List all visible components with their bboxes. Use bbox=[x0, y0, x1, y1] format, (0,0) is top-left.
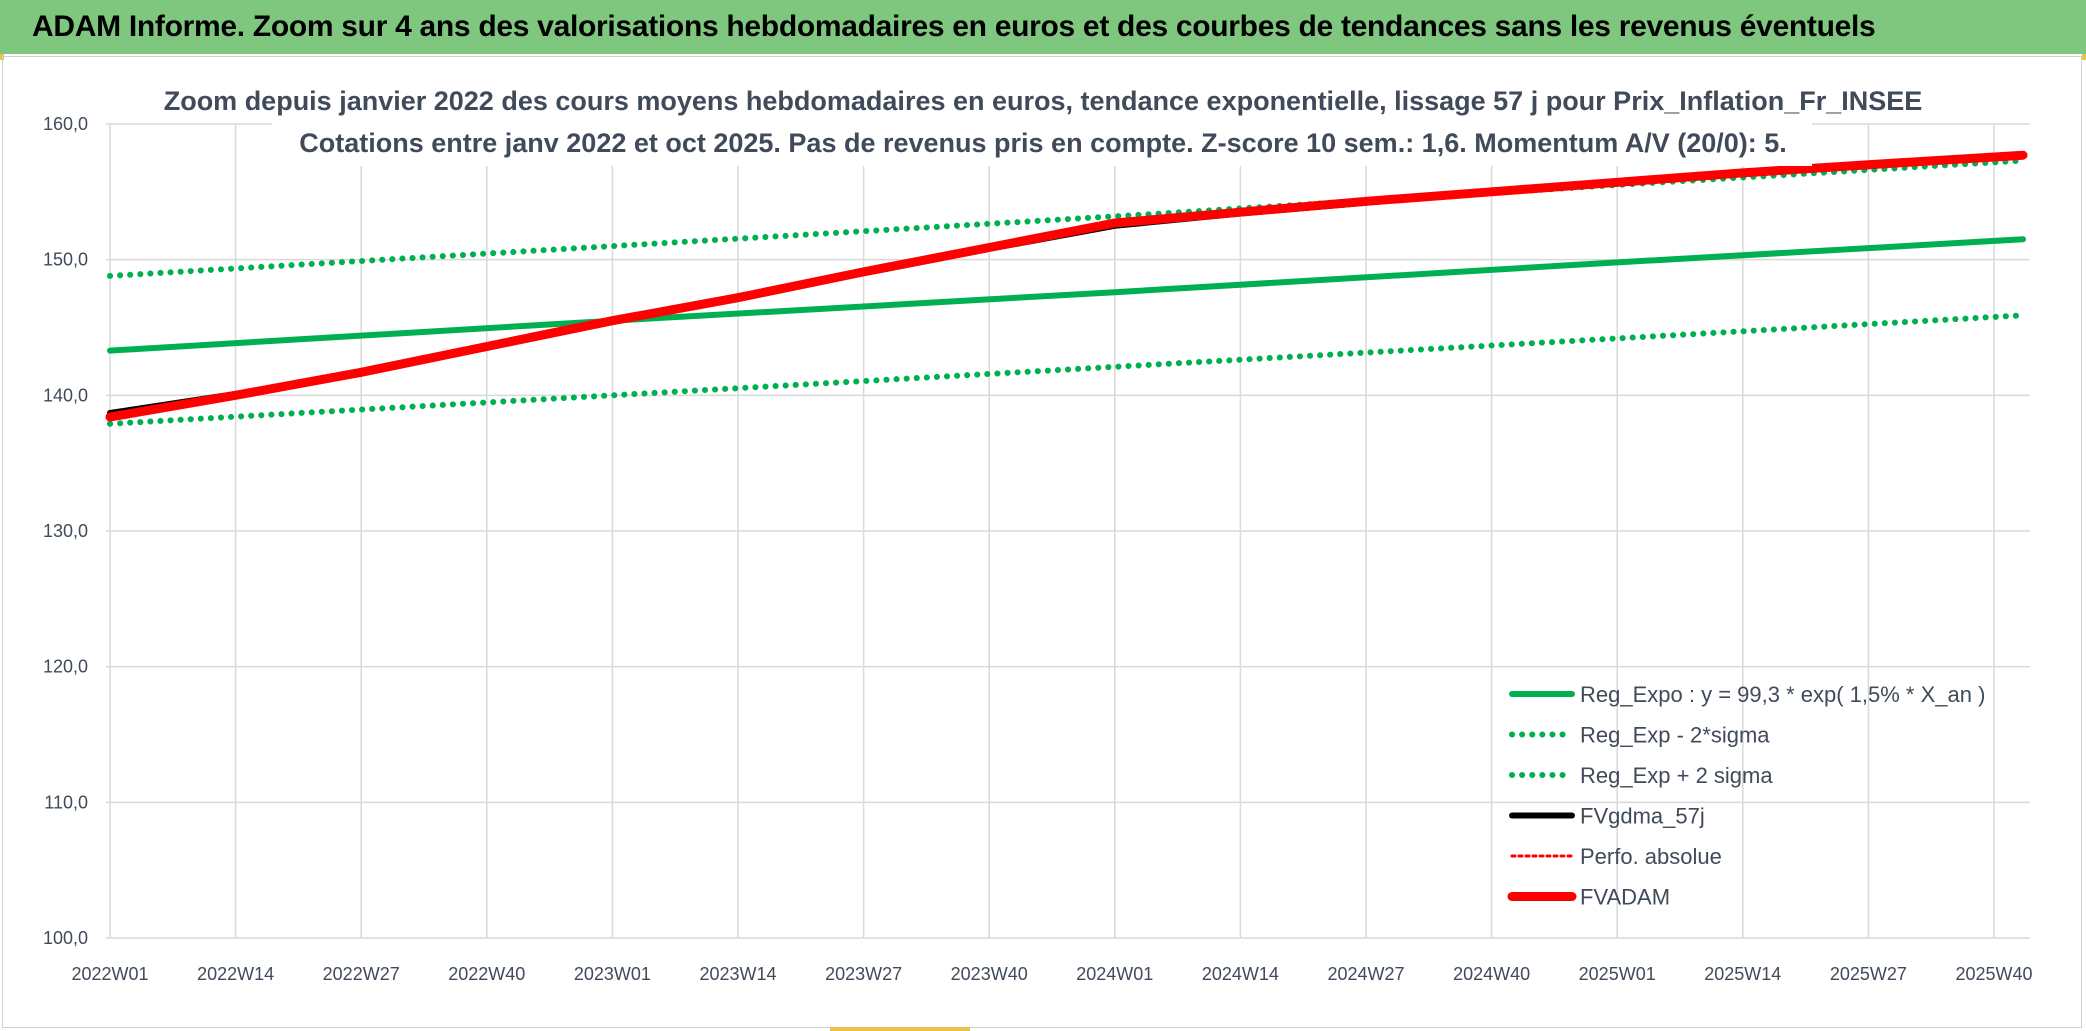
legend-label: Reg_Exp + 2 sigma bbox=[1580, 763, 1773, 788]
x-tick-label: 2025W01 bbox=[1579, 964, 1656, 984]
chart-titles: Zoom depuis janvier 2022 des cours moyen… bbox=[164, 74, 1923, 166]
y-tick-label: 160,0 bbox=[43, 114, 88, 134]
report-banner: ADAM Informe. Zoom sur 4 ans des valoris… bbox=[0, 0, 2086, 54]
legend-label: FVgdma_57j bbox=[1580, 804, 1705, 829]
x-tick-label: 2024W27 bbox=[1327, 964, 1404, 984]
report-title: ADAM Informe. Zoom sur 4 ans des valoris… bbox=[32, 10, 1876, 43]
series-line bbox=[107, 312, 2026, 427]
x-tick-label: 2023W40 bbox=[951, 964, 1028, 984]
grid-lines bbox=[106, 123, 2030, 939]
x-tick-label: 2025W14 bbox=[1704, 964, 1781, 984]
y-tick-label: 110,0 bbox=[44, 792, 88, 812]
x-axis-ticks: 2022W01 2022W14 2022W27 2022W40 2023W01 2023W… bbox=[71, 964, 2032, 984]
x-tick-label: 2024W14 bbox=[1202, 964, 1279, 984]
x-tick-label: 2022W40 bbox=[448, 964, 525, 984]
legend-label: Reg_Exp - 2*sigma bbox=[1580, 723, 1770, 748]
x-tick-label: 2022W01 bbox=[71, 964, 148, 984]
y-tick-label: 140,0 bbox=[43, 385, 88, 405]
x-tick-label: 2022W14 bbox=[197, 964, 274, 984]
series-line bbox=[107, 236, 2026, 354]
banner-edge-mark-right bbox=[2082, 54, 2086, 60]
y-tick-label: 100,0 bbox=[43, 928, 88, 948]
bottom-edge-mark bbox=[830, 1027, 970, 1031]
chart-frame bbox=[2, 56, 2082, 1028]
series-line bbox=[107, 157, 2026, 279]
x-tick-label: 2023W01 bbox=[574, 964, 651, 984]
chart-title: Zoom depuis janvier 2022 des cours moyen… bbox=[164, 86, 1923, 116]
y-tick-label: 150,0 bbox=[43, 250, 88, 270]
series-layer bbox=[105, 150, 2028, 427]
legend-label: FVADAM bbox=[1580, 885, 1670, 910]
x-tick-label: 2024W01 bbox=[1076, 964, 1153, 984]
chart-legend: Reg_Expo : y = 99,3 * exp( 1,5% * X_an )… bbox=[1507, 682, 1985, 910]
y-axis-ticks: 100,0 110,0 120,0 130,0 140,0 150,0 160,0 bbox=[43, 114, 88, 948]
x-tick-label: 2024W40 bbox=[1453, 964, 1530, 984]
series-line bbox=[108, 153, 2025, 419]
x-tick-label: 2023W27 bbox=[825, 964, 902, 984]
y-tick-label: 130,0 bbox=[43, 521, 88, 541]
series-line bbox=[107, 152, 2026, 416]
x-tick-label: 2025W40 bbox=[1955, 964, 2032, 984]
chart-subtitle: Cotations entre janv 2022 et oct 2025. P… bbox=[299, 128, 1787, 158]
x-tick-label: 2022W27 bbox=[323, 964, 400, 984]
x-tick-label: 2025W27 bbox=[1830, 964, 1907, 984]
series-line bbox=[105, 150, 2028, 422]
legend-label: Reg_Expo : y = 99,3 * exp( 1,5% * X_an ) bbox=[1580, 682, 1985, 707]
x-tick-label: 2023W14 bbox=[699, 964, 776, 984]
title-backdrop bbox=[272, 74, 1812, 166]
y-tick-label: 120,0 bbox=[43, 657, 88, 677]
legend-label: Perfo. absolue bbox=[1580, 844, 1722, 869]
